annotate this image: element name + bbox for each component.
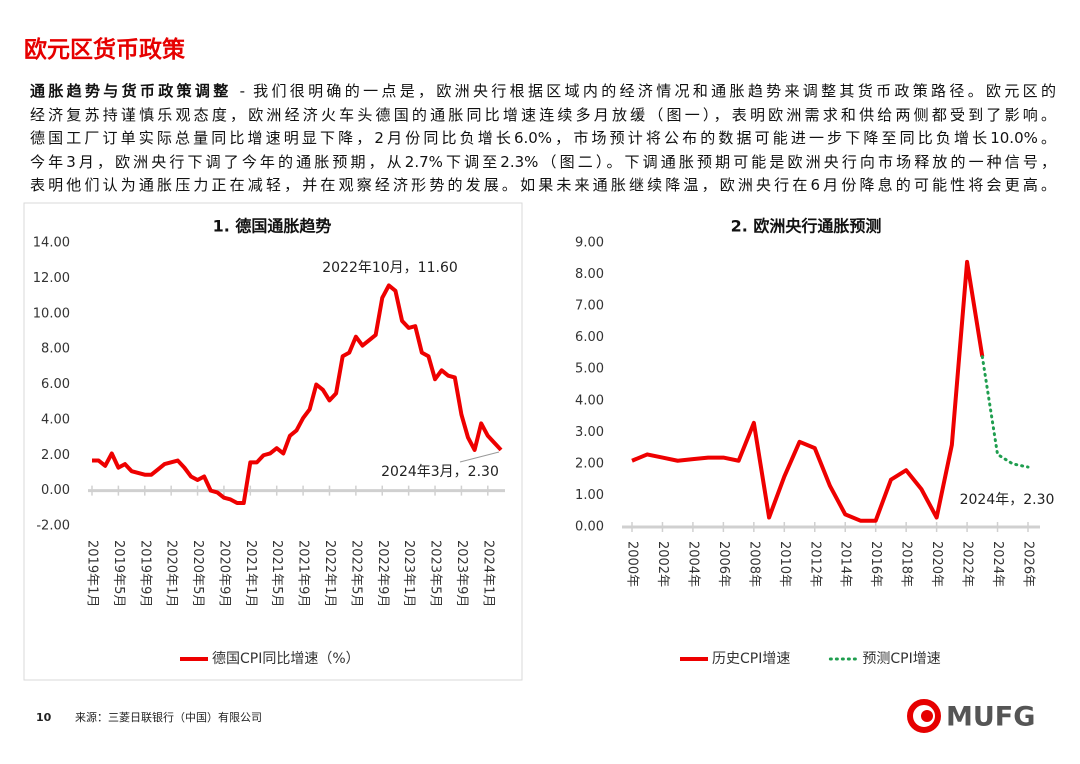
chart-title: 2. 欧洲央行通胀预测 xyxy=(731,217,882,236)
x-tick-label: 2023年9月 xyxy=(454,540,469,607)
x-tick-label: 2024年1月 xyxy=(480,540,495,607)
logo-dot xyxy=(921,710,933,722)
x-tick-label: 2022年1月 xyxy=(322,540,337,607)
x-tick-label: 2022年 xyxy=(960,541,975,587)
y-tick-label: 2.00 xyxy=(41,448,70,463)
x-tick-label: 2020年1月 xyxy=(164,540,179,607)
x-tick-label: 2020年 xyxy=(929,541,944,587)
x-tick-label: 2019年9月 xyxy=(137,540,152,607)
page-number: 10 xyxy=(36,711,52,724)
x-tick-label: 2021年5月 xyxy=(269,540,284,607)
series-line xyxy=(631,259,985,523)
text: - 我们很明确的一点是，欧洲央行根据区域内的经济情况和通胀趋势来调整其货币政策路… xyxy=(231,82,1056,100)
x-tick-label: 2014年 xyxy=(838,541,853,587)
source: 来源：三菱日联银行（中国）有限公司 xyxy=(75,710,262,724)
x-tick-label: 2018年 xyxy=(899,541,914,587)
x-tick-label: 2006年 xyxy=(716,541,731,587)
x-tick-label: 2016年 xyxy=(868,541,883,587)
y-tick-label: 10.00 xyxy=(33,306,70,321)
x-tick-label: 2000年 xyxy=(625,541,640,587)
x-tick-label: 2010年 xyxy=(777,541,792,587)
y-tick-label: 3.00 xyxy=(575,425,604,440)
x-tick-label: 2019年1月 xyxy=(85,540,100,607)
x-tick-label: 2026年 xyxy=(1021,541,1036,587)
x-tick-label: 2020年5月 xyxy=(190,540,205,607)
y-tick-label: 0.00 xyxy=(41,483,70,498)
y-tick-label: 2.00 xyxy=(575,456,604,471)
annotation: 2024年，2.30 xyxy=(960,492,1055,508)
y-tick-label: 6.00 xyxy=(575,330,604,345)
x-tick-label: 2022年5月 xyxy=(348,540,363,607)
y-tick-label: 5.00 xyxy=(575,362,604,377)
y-tick-label: 6.00 xyxy=(41,377,70,392)
x-tick-label: 2019年5月 xyxy=(111,540,126,607)
x-tick-label: 2020年9月 xyxy=(216,540,231,607)
y-tick-label: 7.00 xyxy=(575,299,604,314)
y-tick-label: 8.00 xyxy=(575,267,604,282)
paragraph-line: 今年3月，欧洲央行下调了今年的通胀预期，从2.7%下调至2.3%（图二）。下调通… xyxy=(30,152,1056,171)
y-tick-label: 12.00 xyxy=(33,271,70,286)
y-tick-label: 14.00 xyxy=(33,236,70,251)
x-tick-label: 2008年 xyxy=(746,541,761,587)
paragraph-line: 经济复苏持谨慎乐观态度，欧洲经济火车头德国的通胀同比增速连续多月放缓（图一），表… xyxy=(30,105,1056,124)
logo-ring xyxy=(907,699,941,733)
x-tick-label: 2002年 xyxy=(655,541,670,587)
y-tick-label: -2.00 xyxy=(36,519,70,534)
series-line xyxy=(92,283,503,506)
legend-label: 德国CPI同比增速（%） xyxy=(212,651,360,667)
x-tick-label: 2012年 xyxy=(807,541,822,587)
x-tick-label: 2023年5月 xyxy=(428,540,443,607)
slide-title: 欧元区货币政策 xyxy=(24,37,185,63)
legend-label: 预测CPI增速 xyxy=(862,651,940,667)
annotation: 2024年3月，2.30 xyxy=(381,464,499,480)
lead: 通胀趋势与货币政策调整 xyxy=(30,82,232,100)
y-tick-label: 4.00 xyxy=(41,412,70,427)
series-line xyxy=(980,355,1030,469)
legend-label: 历史CPI增速 xyxy=(712,651,790,667)
annotation-leader xyxy=(459,451,500,463)
y-tick-label: 4.00 xyxy=(575,393,604,408)
y-tick-label: 9.00 xyxy=(575,236,604,251)
y-tick-label: 8.00 xyxy=(41,342,70,357)
annotation: 2022年10月，11.60 xyxy=(322,260,458,276)
paragraph: 通胀趋势与货币政策调整 - 我们很明确的一点是，欧洲央行根据区域内的经济情况和通… xyxy=(30,80,1056,198)
x-tick-label: 2022年9月 xyxy=(375,540,390,607)
x-tick-label: 2021年9月 xyxy=(296,540,311,607)
y-tick-label: 1.00 xyxy=(575,488,604,503)
paragraph-line: 通胀趋势与货币政策调整 - 我们很明确的一点是，欧洲央行根据区域内的经济情况和通… xyxy=(30,80,1056,104)
logo-text: MUFG xyxy=(946,702,1035,733)
panel-border xyxy=(23,202,523,681)
x-tick-label: 2021年1月 xyxy=(243,540,258,607)
x-tick-label: 2024年 xyxy=(990,541,1005,587)
x-tick-label: 2004年 xyxy=(685,541,700,587)
chart-title: 1. 德国通胀趋势 xyxy=(213,217,332,236)
paragraph-line: 表明他们认为通胀压力正在减轻，并在观察经济形势的发展。如果未来通胀继续降温，欧洲… xyxy=(30,176,1056,194)
x-tick-label: 2023年1月 xyxy=(401,540,416,607)
paragraph-line: 德国工厂订单实际总量同比增速明显下降，2月份同比负增长6.0%，市场预计将公布的… xyxy=(30,129,1056,147)
y-tick-label: 0.00 xyxy=(575,520,604,535)
